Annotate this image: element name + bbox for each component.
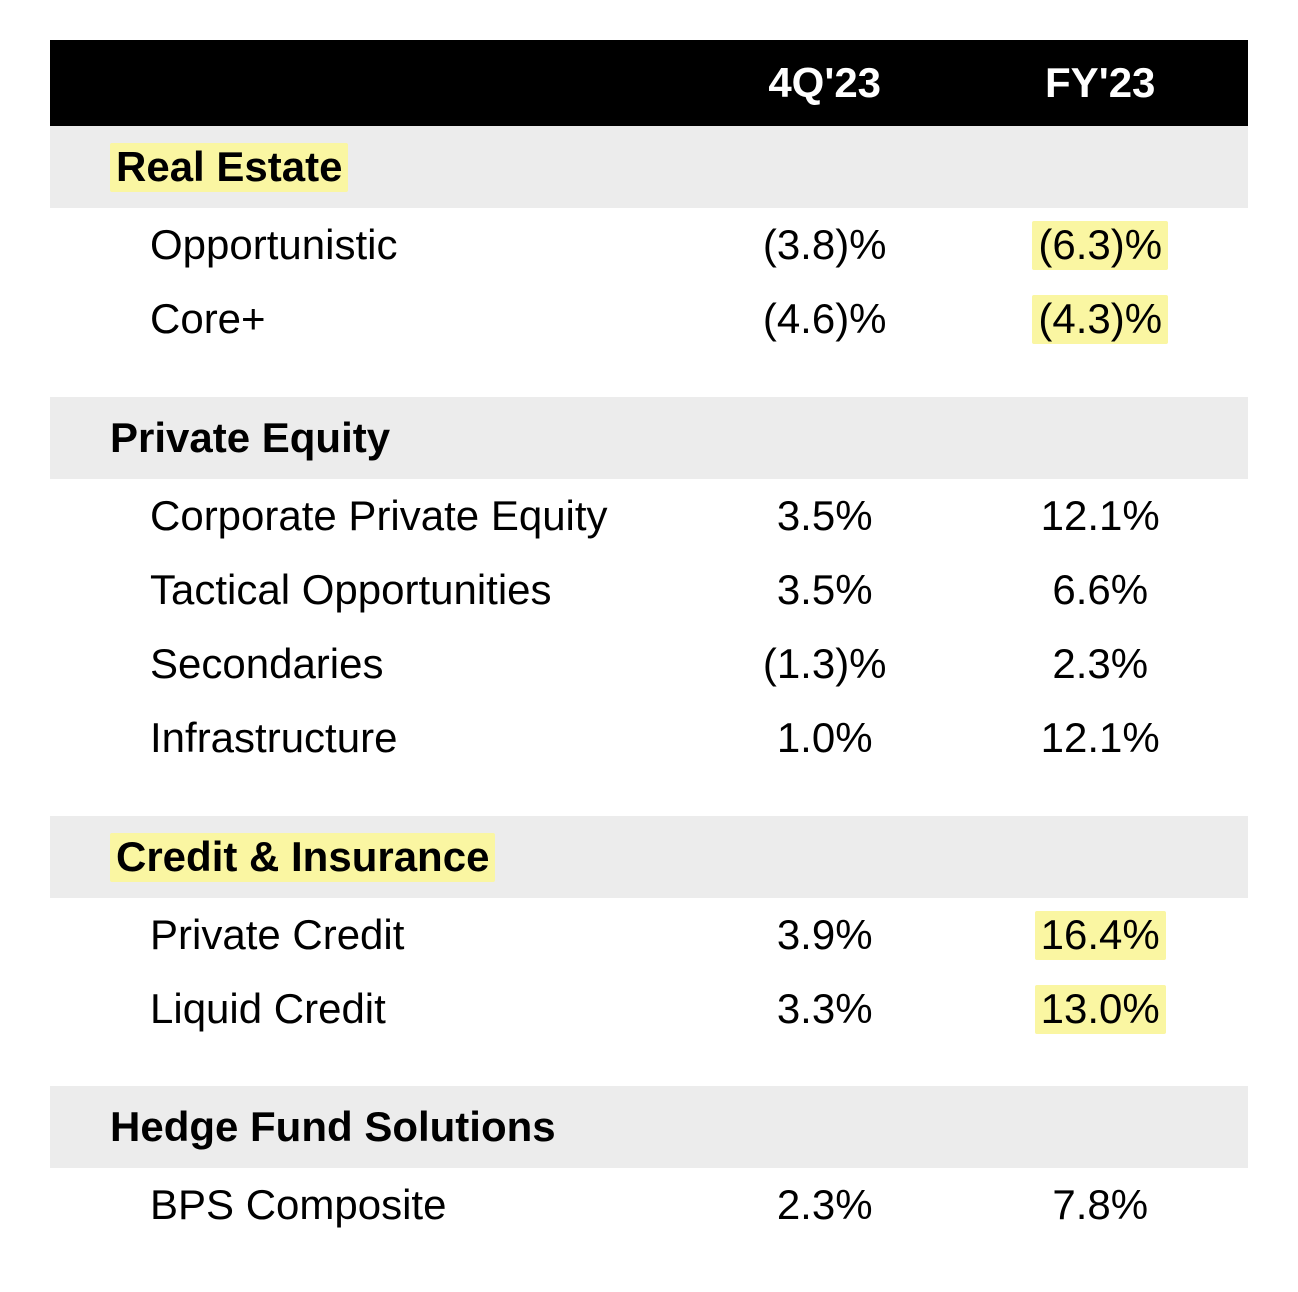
performance-table: 4Q'23 FY'23 Real Estate Opportunistic (3…	[50, 40, 1248, 1242]
row-fy: 13.0%	[972, 972, 1248, 1046]
spacer-row	[50, 1046, 1248, 1086]
row-q: 3.9%	[697, 898, 973, 972]
header-empty	[50, 40, 697, 126]
row-q: 3.5%	[697, 479, 973, 553]
row-fy: (6.3)%	[972, 208, 1248, 282]
table-row: Secondaries (1.3)% 2.3%	[50, 627, 1248, 701]
row-fy: 12.1%	[972, 701, 1248, 775]
header-q: 4Q'23	[697, 40, 973, 126]
row-q: (3.8)%	[697, 208, 973, 282]
table-row: Infrastructure 1.0% 12.1%	[50, 701, 1248, 775]
header-fy: FY'23	[972, 40, 1248, 126]
section-title: Private Equity	[110, 414, 390, 461]
table-row: Opportunistic (3.8)% (6.3)%	[50, 208, 1248, 282]
table-container: 4Q'23 FY'23 Real Estate Opportunistic (3…	[0, 0, 1298, 1292]
row-q: 2.3%	[697, 1168, 973, 1242]
table-row: Liquid Credit 3.3% 13.0%	[50, 972, 1248, 1046]
section-title: Credit & Insurance	[110, 833, 495, 882]
row-label: Tactical Opportunities	[50, 553, 697, 627]
row-fy: 6.6%	[972, 553, 1248, 627]
table-row: Tactical Opportunities 3.5% 6.6%	[50, 553, 1248, 627]
table-row: Private Credit 3.9% 16.4%	[50, 898, 1248, 972]
table-header-row: 4Q'23 FY'23	[50, 40, 1248, 126]
row-fy: 16.4%	[972, 898, 1248, 972]
section-title: Real Estate	[110, 143, 348, 192]
section-hedge-fund: Hedge Fund Solutions	[50, 1086, 1248, 1168]
row-fy: (4.3)%	[972, 282, 1248, 356]
row-q: (4.6)%	[697, 282, 973, 356]
row-label: Infrastructure	[50, 701, 697, 775]
section-private-equity: Private Equity	[50, 397, 1248, 479]
spacer-row	[50, 776, 1248, 816]
row-label: Core+	[50, 282, 697, 356]
section-credit-insurance: Credit & Insurance	[50, 816, 1248, 898]
row-fy: 12.1%	[972, 479, 1248, 553]
row-label: Liquid Credit	[50, 972, 697, 1046]
section-real-estate: Real Estate	[50, 126, 1248, 208]
row-q: 1.0%	[697, 701, 973, 775]
row-label: Secondaries	[50, 627, 697, 701]
row-label: Opportunistic	[50, 208, 697, 282]
row-fy: 2.3%	[972, 627, 1248, 701]
table-row: BPS Composite 2.3% 7.8%	[50, 1168, 1248, 1242]
table-row: Corporate Private Equity 3.5% 12.1%	[50, 479, 1248, 553]
row-q: 3.3%	[697, 972, 973, 1046]
row-fy: 7.8%	[972, 1168, 1248, 1242]
row-q: (1.3)%	[697, 627, 973, 701]
section-title: Hedge Fund Solutions	[110, 1103, 556, 1150]
spacer-row	[50, 357, 1248, 397]
row-label: Corporate Private Equity	[50, 479, 697, 553]
row-q: 3.5%	[697, 553, 973, 627]
table-row: Core+ (4.6)% (4.3)%	[50, 282, 1248, 356]
row-label: BPS Composite	[50, 1168, 697, 1242]
row-label: Private Credit	[50, 898, 697, 972]
